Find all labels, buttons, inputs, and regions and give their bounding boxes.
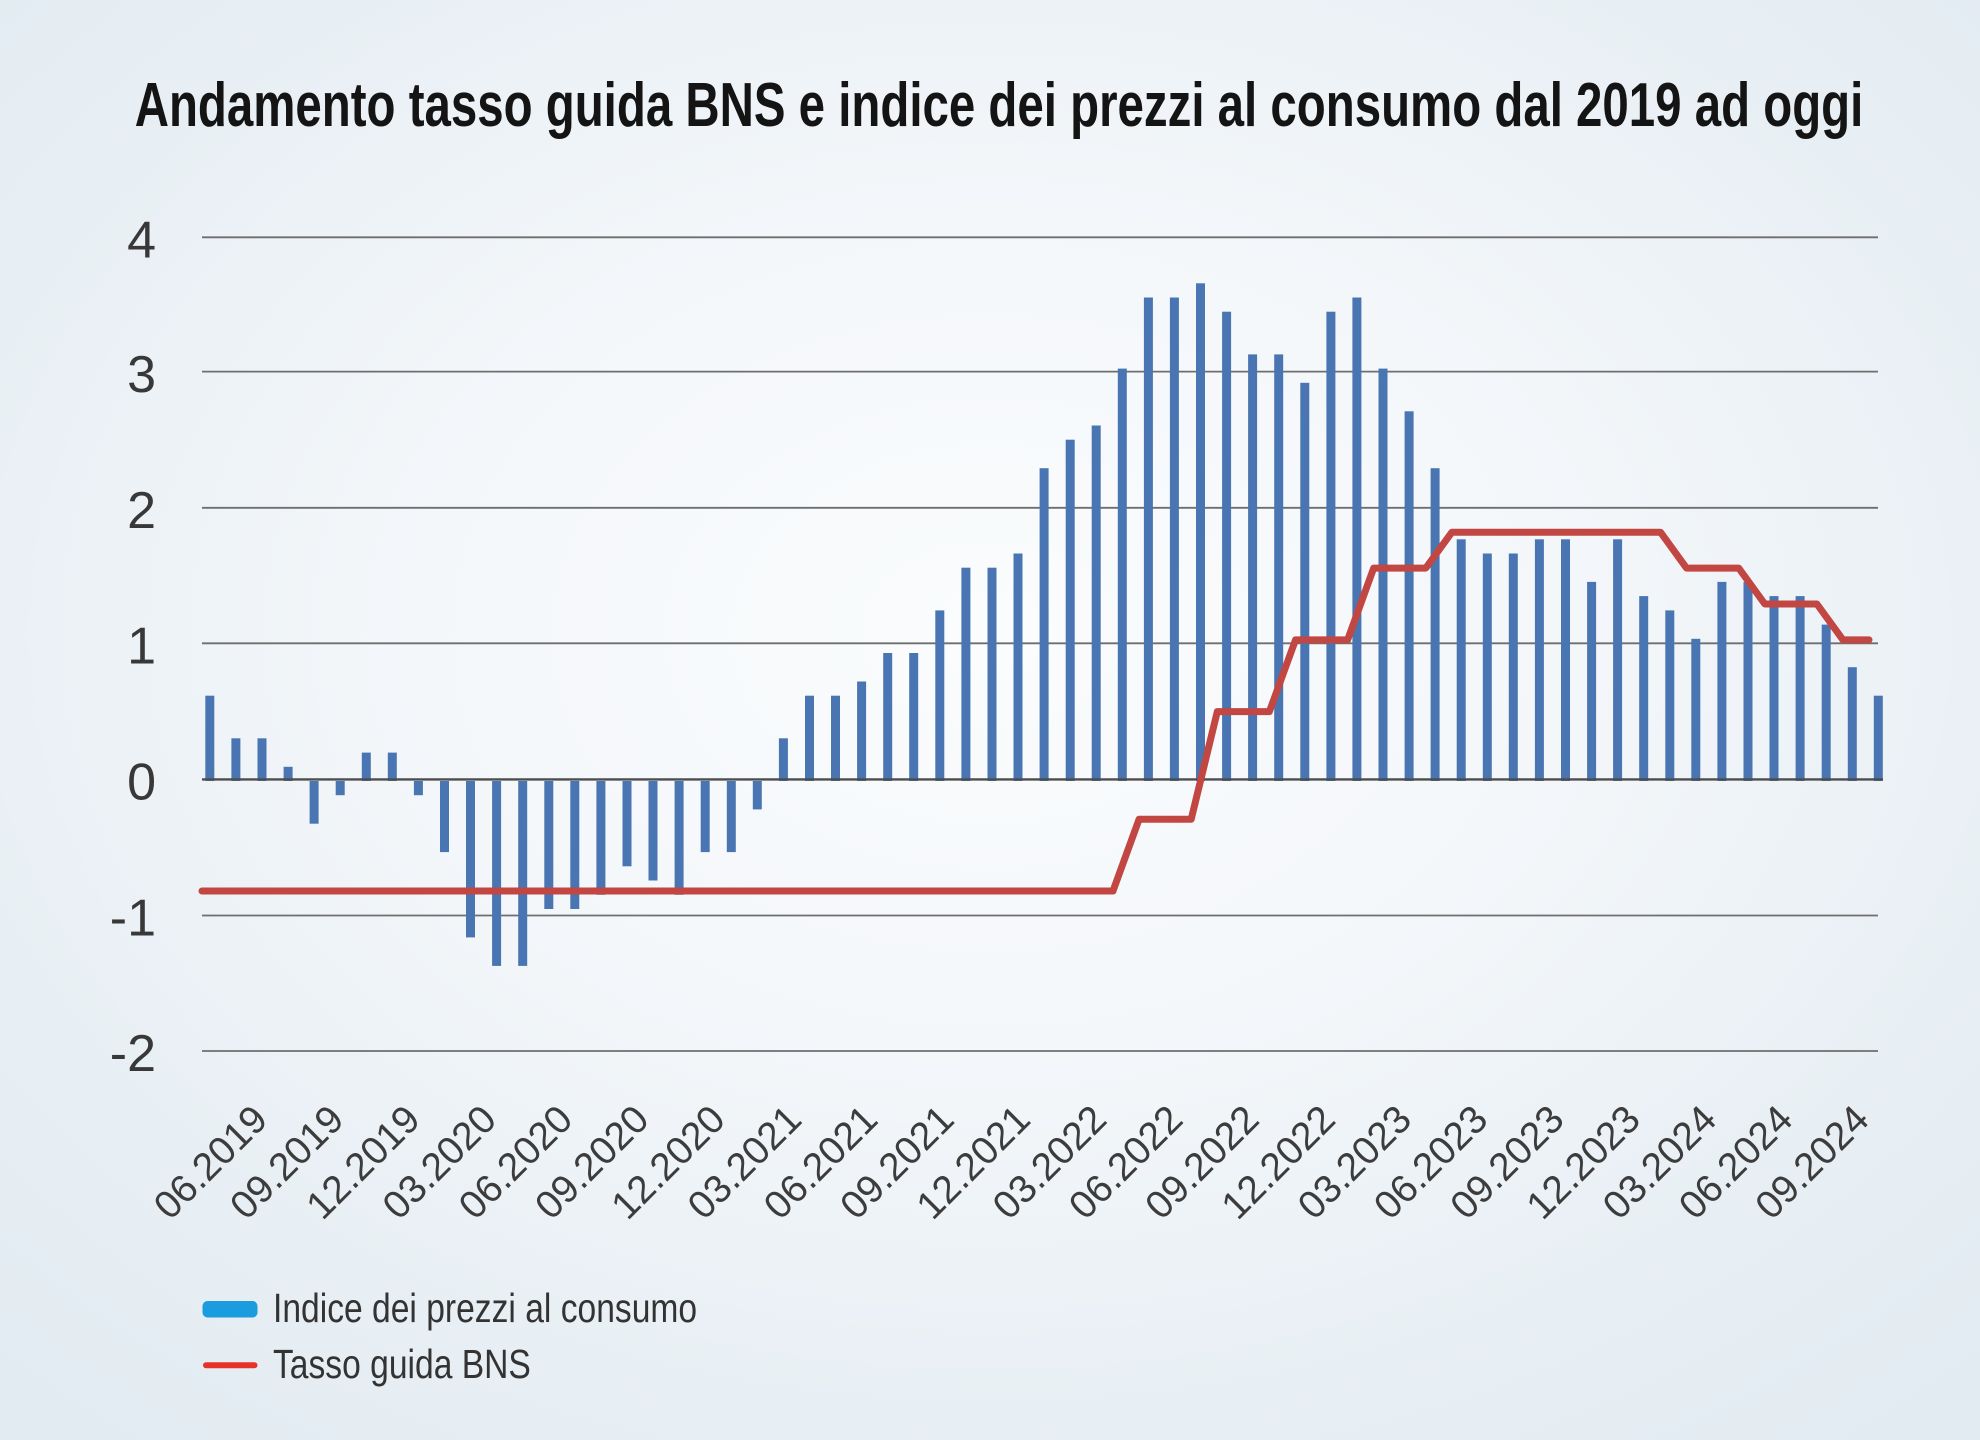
svg-text:3: 3 xyxy=(127,346,156,404)
svg-text:-1: -1 xyxy=(110,890,156,948)
svg-text:1: 1 xyxy=(127,618,156,676)
svg-text:0: 0 xyxy=(127,754,156,812)
svg-text:2: 2 xyxy=(127,482,156,540)
svg-text:Indice dei prezzi al consumo: Indice dei prezzi al consumo xyxy=(273,1285,697,1331)
svg-text:-2: -2 xyxy=(110,1025,156,1083)
svg-text:4: 4 xyxy=(127,212,156,270)
svg-text:Tasso guida BNS: Tasso guida BNS xyxy=(273,1341,531,1387)
svg-text:Andamento tasso guida BNS e in: Andamento tasso guida BNS e indice dei p… xyxy=(135,70,1864,140)
